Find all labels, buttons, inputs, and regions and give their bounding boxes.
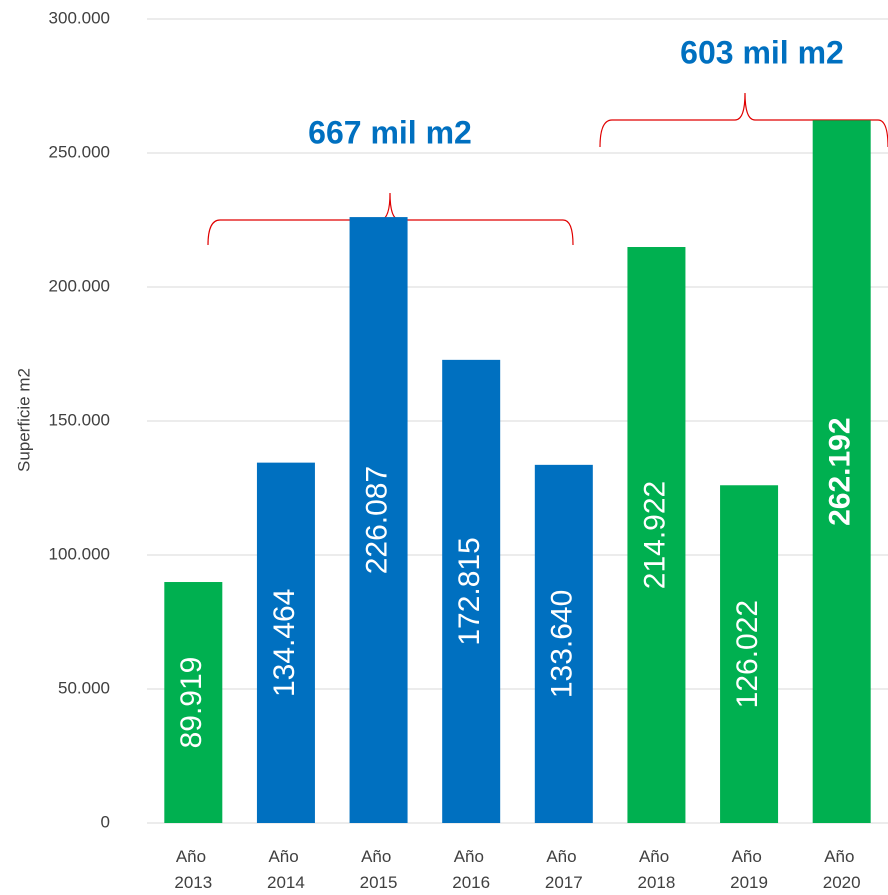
y-tick-label: 100.000 xyxy=(49,544,110,563)
x-tick-label: Año 2013 xyxy=(174,847,212,892)
value-label: 214.922 xyxy=(638,481,671,589)
bar xyxy=(442,359,501,823)
x-tick-label: Año 2018 xyxy=(638,847,676,892)
bar xyxy=(256,462,315,823)
annotation: 603 mil m2 xyxy=(680,34,844,70)
x-tick-label: Año 2015 xyxy=(360,847,398,892)
x-tick-label: Año 2019 xyxy=(730,847,768,892)
y-tick-label: 200.000 xyxy=(49,276,110,295)
value-label: 126.022 xyxy=(731,600,764,708)
bar xyxy=(720,485,779,823)
value-label: 226.087 xyxy=(360,466,393,574)
bar xyxy=(627,247,686,823)
y-axis-label: Superficie m2 xyxy=(14,368,33,472)
value-label: 134.464 xyxy=(268,589,301,697)
x-tick-label: Año 2017 xyxy=(545,847,583,892)
value-label: 133.640 xyxy=(546,590,579,698)
brace xyxy=(207,192,574,246)
value-label: 89.919 xyxy=(175,657,208,749)
y-tick-label: 0 xyxy=(101,812,110,831)
y-tick-label: 150.000 xyxy=(49,410,110,429)
bar xyxy=(349,217,408,823)
x-tick-label: Año 2020 xyxy=(823,847,861,892)
bar xyxy=(164,582,223,823)
bar xyxy=(812,120,871,823)
x-tick-label: Año 2016 xyxy=(452,847,490,892)
y-tick-label: 50.000 xyxy=(58,678,110,697)
y-tick-label: 250.000 xyxy=(49,142,110,161)
x-tick-label: Año 2014 xyxy=(267,847,305,892)
bar xyxy=(534,464,593,823)
brace xyxy=(599,92,888,148)
value-label: 262.192 xyxy=(824,417,857,525)
annotation: 667 mil m2 xyxy=(308,114,472,150)
y-tick-label: 300.000 xyxy=(49,8,110,27)
value-label: 172.815 xyxy=(453,537,486,645)
